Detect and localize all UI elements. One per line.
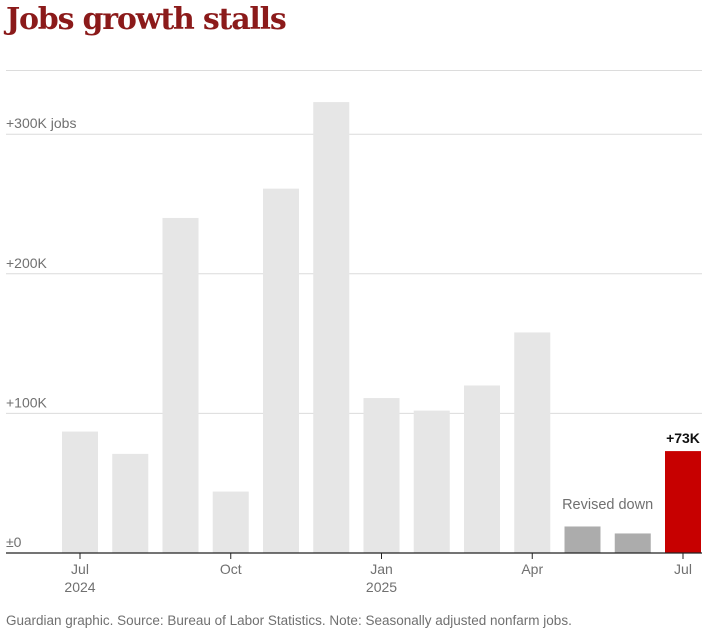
- bar: [313, 102, 350, 553]
- x-tick-year-label: 2025: [366, 579, 397, 595]
- bar: [614, 533, 651, 553]
- x-tick-label: Jan: [370, 561, 393, 577]
- bar: [62, 431, 98, 553]
- x-tick-year-label: 2024: [64, 579, 95, 595]
- bar: [413, 410, 450, 553]
- data-label-latest: +73K: [666, 430, 700, 446]
- x-tick-label: Jul: [674, 561, 692, 577]
- y-tick-label: +100K: [6, 394, 48, 410]
- bar: [162, 217, 199, 553]
- bar-chart: ±0 +100K +200K +300K jobs Jul 2024 Oct Jan 2025 A…: [6, 102, 702, 595]
- bar: [665, 451, 701, 553]
- y-tick-label: +200K: [6, 255, 48, 271]
- x-tick-label: Oct: [220, 561, 242, 577]
- annotation-revised-down: Revised down: [562, 497, 653, 513]
- x-tick-label: Jul: [71, 561, 89, 577]
- bar: [112, 453, 149, 553]
- chart-title: Jobs growth stalls: [6, 2, 287, 37]
- source-note: Guardian graphic. Source: Bureau of Labo…: [6, 613, 572, 628]
- y-tick-label: +300K jobs: [6, 115, 76, 131]
- x-tick-label: Apr: [521, 561, 543, 577]
- bar: [212, 491, 249, 553]
- title-divider: [6, 70, 702, 71]
- bar: [564, 526, 601, 553]
- bar: [363, 398, 400, 553]
- bar: [263, 188, 299, 554]
- y-tick-label: ±0: [6, 534, 22, 550]
- bar: [514, 332, 551, 553]
- bar: [464, 385, 500, 553]
